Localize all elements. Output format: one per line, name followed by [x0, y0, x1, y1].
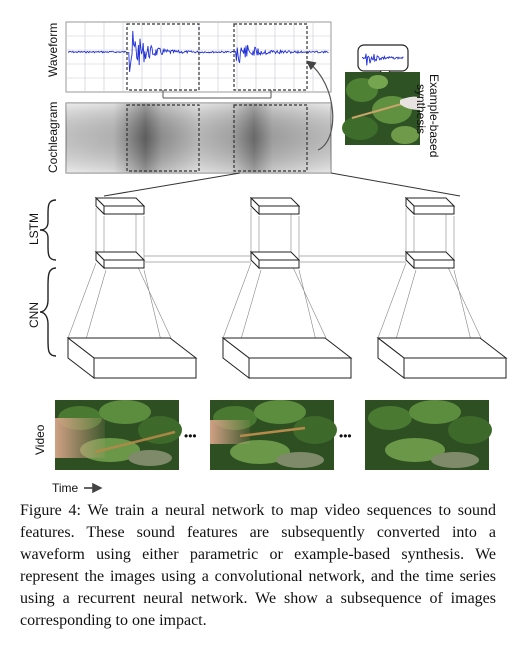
video-label: Video	[33, 424, 47, 455]
synthesis-image	[342, 72, 420, 145]
video-frame-3	[365, 400, 492, 470]
caption-text: We train a neural network to map video s…	[20, 502, 496, 629]
lstm-cell-1	[94, 196, 146, 216]
cnn-block-1	[66, 336, 198, 380]
cochleagram-panel	[65, 102, 332, 174]
caption-figure-label: Figure 4:	[20, 502, 81, 519]
example-based-label-line2: synthesis	[414, 84, 428, 134]
lstm-input-cell-3	[404, 250, 456, 270]
cnn-label: CNN	[27, 302, 41, 328]
cnn-block-3	[376, 336, 508, 380]
lstm-input-cell-2	[249, 250, 301, 270]
video-frame-1	[55, 400, 182, 470]
lstm-input-cell-1	[94, 250, 146, 270]
example-based-label-line1: Example-based	[427, 74, 441, 157]
figure-caption: Figure 4: We train a neural network to m…	[20, 500, 496, 632]
lstm-brace	[39, 199, 57, 261]
cnn-block-2	[221, 336, 353, 380]
lstm-cell-2	[249, 196, 301, 216]
synthesis-arrow	[306, 60, 334, 151]
ellipsis-2: •••	[339, 429, 352, 443]
cnn-brace	[39, 267, 57, 357]
waveform-panel	[65, 21, 332, 93]
lstm-cell-3	[404, 196, 456, 216]
time-label: Time	[52, 481, 79, 495]
network-diagram	[66, 196, 508, 380]
cochleagram-label: Cochleagram	[46, 102, 60, 173]
video-frame-2	[210, 400, 337, 470]
waveform-signal	[67, 30, 329, 72]
figure-4-diagram: Waveform Cochleagram LSTM CNN Video	[27, 21, 508, 495]
example-based-synthesis: Example-based synthesis	[342, 44, 441, 157]
ellipsis-1: •••	[184, 429, 197, 443]
waveform-label: Waveform	[46, 23, 60, 77]
lstm-label: LSTM	[27, 213, 41, 245]
